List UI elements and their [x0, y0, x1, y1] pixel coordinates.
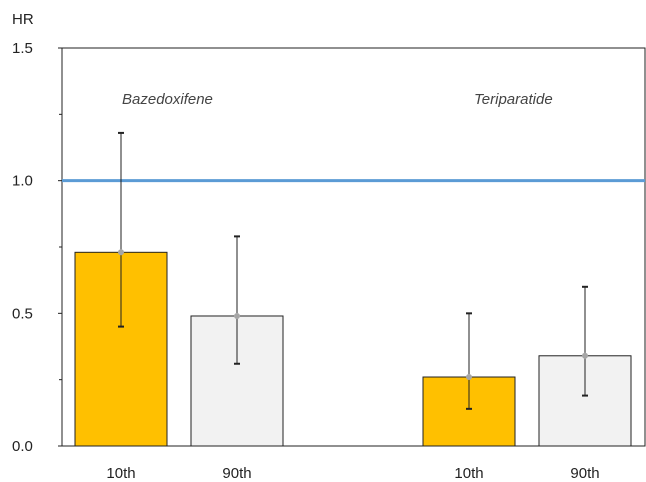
group-label: Teriparatide — [474, 91, 553, 108]
y-tick-label: 0.5 — [12, 305, 33, 322]
plot-area-frame — [61, 47, 646, 447]
y-tick-label: 1.0 — [12, 173, 33, 190]
x-tick-label: 90th — [222, 465, 251, 482]
x-tick-label: 90th — [570, 465, 599, 482]
x-tick-label: 10th — [106, 465, 135, 482]
point-estimate-marker — [234, 312, 240, 319]
y-axis-title: HR — [12, 11, 34, 28]
group-label: Bazedoxifene — [122, 91, 213, 108]
y-tick-label: 0.0 — [12, 438, 33, 455]
error-bars — [118, 131, 588, 410]
point-estimate-marker — [118, 249, 124, 256]
y-tick-label: 1.5 — [12, 40, 33, 57]
point-estimate-marker — [466, 374, 472, 381]
x-tick-label: 10th — [454, 465, 483, 482]
bars — [74, 251, 632, 447]
labels: 10th 90th Bazedoxifene 10th 90th Teriparatide — [106, 91, 599, 482]
point-estimate-marker — [582, 352, 588, 359]
y-ticks: 0.0 0.5 1.0 1.5 — [12, 40, 62, 455]
